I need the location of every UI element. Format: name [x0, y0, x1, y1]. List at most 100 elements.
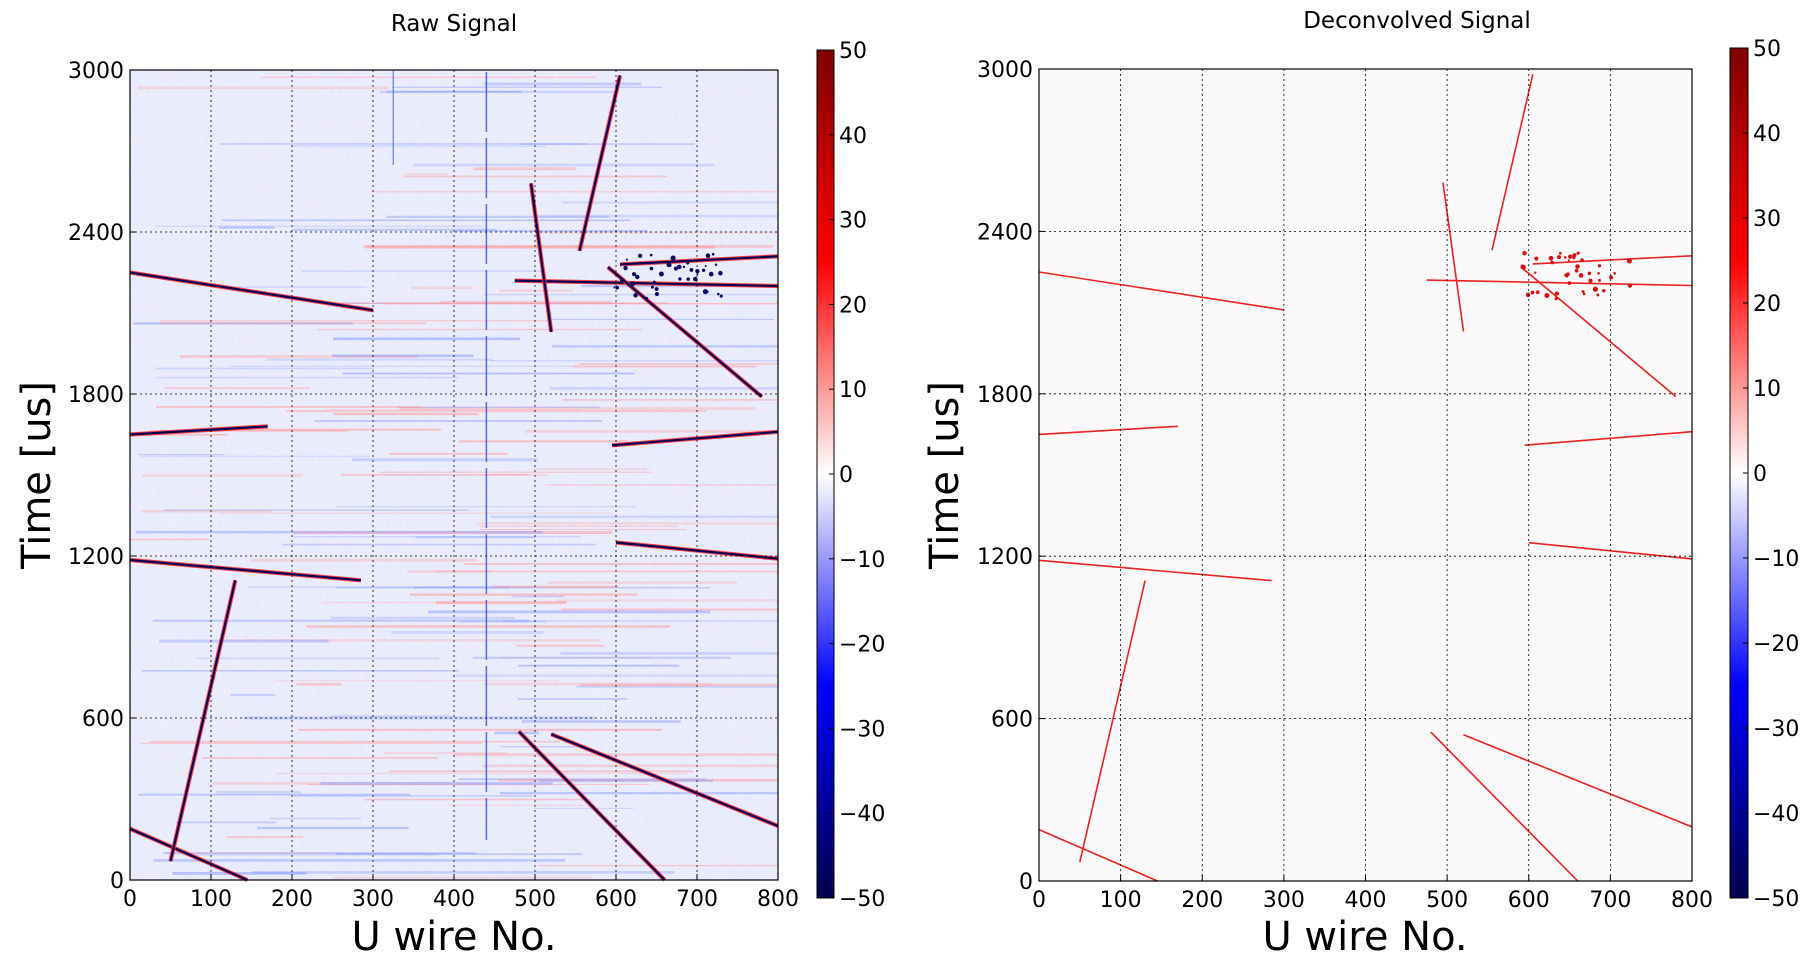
noise-streak [534, 807, 634, 809]
shower-hit [1588, 278, 1593, 283]
noise-streak [176, 821, 277, 824]
noise-streak [333, 337, 521, 341]
noise-streak [500, 746, 579, 748]
x-axis-label: U wire No. [1262, 914, 1467, 960]
shower-hit [1598, 278, 1601, 282]
noise-streak [149, 740, 561, 743]
noise-streak [155, 225, 483, 228]
x-tick-label: 700 [1589, 888, 1631, 913]
noise-streak [490, 515, 778, 519]
colorbar-tick-label: 0 [839, 463, 853, 488]
noise-bands [130, 70, 778, 879]
noise-streak [218, 226, 275, 229]
noise-streak [138, 453, 225, 456]
y-tick-label: 2400 [68, 221, 124, 246]
noise-streak [499, 289, 573, 292]
noise-streak [576, 685, 778, 688]
noise-streak [472, 656, 731, 659]
shower-hit [638, 262, 642, 265]
track-line [1524, 430, 1693, 446]
noise-streak [389, 452, 508, 455]
track-line [1038, 425, 1178, 436]
y-tick-label: 600 [991, 708, 1033, 733]
noise-streak [155, 406, 422, 408]
shower-hit [1602, 289, 1606, 293]
track-line [129, 425, 268, 436]
noise-streak [219, 142, 587, 145]
x-tick-label: 800 [757, 887, 799, 912]
noise-streak [409, 593, 638, 596]
colorbar-tick-label: −20 [1753, 632, 1799, 657]
noise-streak [293, 531, 613, 535]
noise-streak [182, 852, 329, 854]
y-tick-label: 0 [110, 869, 124, 894]
shower-hit [1626, 258, 1632, 264]
y-tick-label: 600 [82, 707, 124, 732]
noise-streak [306, 625, 671, 628]
noise-streak [160, 322, 426, 325]
track-line [1532, 255, 1693, 265]
track-line [1038, 559, 1272, 582]
noise-streak [140, 742, 482, 745]
noise-streak [152, 619, 530, 622]
noise-streak [499, 791, 778, 795]
x-tick-labels: 0 100 200 300 400 500 600 700 800 [1032, 875, 1713, 913]
noise-streak [265, 358, 493, 361]
track-line [1038, 828, 1158, 882]
shower-hit [701, 268, 706, 272]
shower-hit [625, 258, 629, 261]
noise-streak [473, 167, 577, 171]
y-tick-label: 3000 [68, 59, 124, 84]
track-line [1430, 731, 1579, 882]
noise-streak [512, 595, 565, 598]
track-line [129, 827, 248, 882]
noise-streak [257, 826, 409, 830]
colorbar-tick-label: −20 [839, 633, 885, 658]
shower-hit [630, 281, 636, 287]
noise-streak [491, 585, 619, 588]
colorbar-tick-label: 40 [839, 124, 867, 149]
shower-hit [1568, 254, 1573, 259]
shower-hit [711, 252, 715, 256]
x-tick-label: 500 [514, 887, 556, 912]
shower-hit [708, 271, 714, 277]
colorbar-tick-label: −30 [839, 717, 885, 742]
x-tick-label: 200 [271, 887, 313, 912]
shower-hit [1576, 251, 1580, 255]
grid-lines [130, 70, 778, 880]
y-tick-label: 1800 [68, 383, 124, 408]
noise-streak [163, 852, 476, 855]
shower-hit [1563, 256, 1567, 259]
noise-streak [407, 570, 491, 573]
noise-streak [464, 563, 778, 565]
noise-streak [179, 355, 419, 359]
noise-streak [480, 525, 678, 527]
noise-streak [415, 536, 535, 539]
noise-streak [137, 793, 410, 796]
noise-streak [141, 455, 371, 458]
track-line [1426, 279, 1693, 287]
noise-streak [579, 363, 778, 365]
noise-streak [551, 345, 778, 348]
noise-streak [427, 610, 711, 614]
noise-streak [333, 412, 479, 416]
colorbar-tick-label: −50 [839, 887, 885, 912]
x-tick-label: 800 [1671, 888, 1713, 913]
x-tick-label: 400 [433, 887, 475, 912]
colorbar-tick-label: −30 [1753, 717, 1799, 742]
shower-hit [649, 266, 654, 271]
shower-hit [1558, 251, 1562, 255]
noise-streak [579, 683, 778, 687]
track-line [611, 430, 779, 447]
noise-streak [150, 430, 348, 432]
x-tick-label: 0 [123, 887, 137, 912]
noise-streak [323, 409, 581, 411]
shower-hit [613, 286, 616, 289]
x-axis-label: U wire No. [351, 914, 556, 960]
noise-streak [293, 794, 532, 797]
noise-streak [398, 406, 600, 409]
noise-streak [141, 670, 459, 672]
noise-streak [538, 864, 778, 867]
noise-streak [549, 318, 774, 321]
